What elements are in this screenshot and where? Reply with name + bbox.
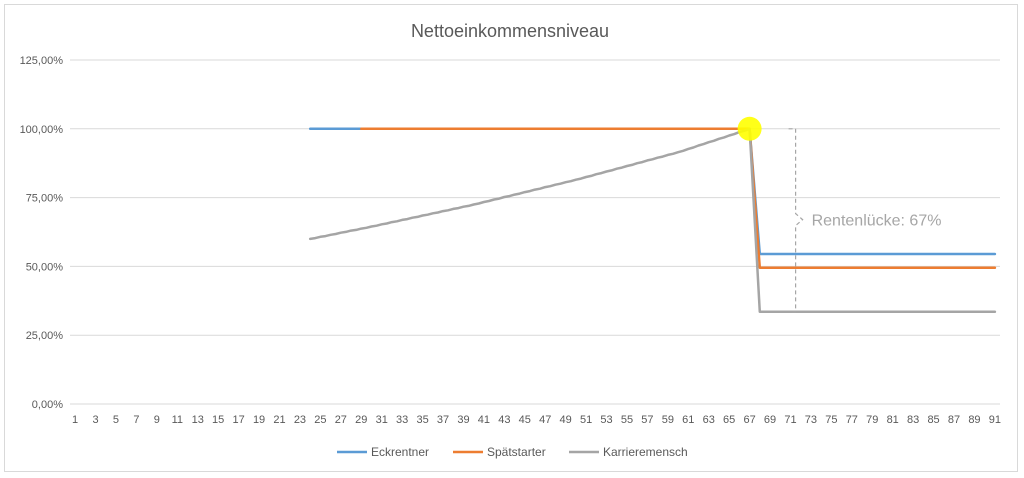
legend: Eckrentner Spätstarter Karrieremensch xyxy=(337,445,688,459)
x-tick-label: 77 xyxy=(846,414,858,426)
chart-title: Nettoeinkommensniveau xyxy=(411,21,609,41)
x-tick-label: 83 xyxy=(907,414,919,426)
x-tick-label: 91 xyxy=(989,414,1001,426)
annotations: Rentenlücke: 67% xyxy=(737,116,942,313)
legend-label: Eckrentner xyxy=(371,445,429,459)
x-tick-label: 39 xyxy=(457,414,469,426)
x-tick-label: 43 xyxy=(498,414,510,426)
y-tick-label: 25,00% xyxy=(26,330,64,342)
x-tick-label: 27 xyxy=(335,414,347,426)
x-tick-label: 33 xyxy=(396,414,408,426)
x-tick-label: 1 xyxy=(72,414,78,426)
x-tick-label: 65 xyxy=(723,414,735,426)
x-tick-label: 13 xyxy=(192,414,204,426)
x-tick-label: 9 xyxy=(154,414,160,426)
x-tick-label: 35 xyxy=(416,414,428,426)
y-tick-label: 0,00% xyxy=(32,399,63,411)
x-axis-ticks: 1 3 5 7 9 11 13 15 17 19 21 23 25 27 29 31 33 35 37 39 41 43 4… xyxy=(72,414,1001,426)
y-tick-label: 125,00% xyxy=(20,55,64,67)
x-tick-label: 23 xyxy=(294,414,306,426)
x-tick-label: 73 xyxy=(805,414,817,426)
series-line-eckrentner xyxy=(308,127,997,256)
x-tick-label: 29 xyxy=(355,414,367,426)
gridlines xyxy=(70,59,1000,405)
x-tick-label: 31 xyxy=(376,414,388,426)
x-tick-label: 63 xyxy=(703,414,715,426)
x-tick-label: 41 xyxy=(478,414,490,426)
rentenluecke-bracket xyxy=(788,128,804,313)
y-tick-label: 50,00% xyxy=(26,261,64,273)
x-tick-label: 7 xyxy=(133,414,139,426)
chart-frame xyxy=(4,4,1018,472)
x-tick-label: 59 xyxy=(662,414,674,426)
y-tick-label: 75,00% xyxy=(26,193,64,205)
highlight-marker xyxy=(737,116,762,141)
x-tick-label: 19 xyxy=(253,414,265,426)
x-tick-label: 11 xyxy=(172,414,183,426)
x-tick-label: 47 xyxy=(539,414,551,426)
x-tick-label: 37 xyxy=(437,414,449,426)
x-tick-label: 69 xyxy=(764,414,776,426)
x-tick-label: 45 xyxy=(519,414,531,426)
x-tick-label: 75 xyxy=(825,414,837,426)
legend-label: Karrieremensch xyxy=(603,445,688,459)
x-tick-label: 21 xyxy=(273,414,285,426)
x-tick-label: 67 xyxy=(743,414,755,426)
x-tick-label: 57 xyxy=(641,414,653,426)
x-tick-label: 71 xyxy=(784,414,796,426)
legend-label: Spätstarter xyxy=(487,445,546,459)
series-lines xyxy=(308,127,997,314)
x-tick-label: 55 xyxy=(621,414,633,426)
x-tick-label: 81 xyxy=(887,414,899,426)
y-tick-label: 100,00% xyxy=(20,124,64,136)
x-tick-label: 51 xyxy=(580,414,592,426)
series-line-karrieremensch xyxy=(308,127,997,314)
x-tick-label: 79 xyxy=(866,414,878,426)
x-tick-label: 53 xyxy=(600,414,612,426)
x-tick-label: 85 xyxy=(927,414,939,426)
x-tick-label: 61 xyxy=(682,414,694,426)
x-tick-label: 17 xyxy=(233,414,245,426)
x-tick-label: 87 xyxy=(948,414,960,426)
y-axis-ticks: 0,00% 25,00% 50,00% 75,00% 100,00% 125,00% xyxy=(20,55,64,411)
x-tick-label: 3 xyxy=(92,414,98,426)
x-tick-label: 5 xyxy=(113,414,119,426)
rentenluecke-label: Rentenlücke: 67% xyxy=(812,213,942,230)
x-tick-label: 89 xyxy=(968,414,980,426)
x-tick-label: 49 xyxy=(560,414,572,426)
x-tick-label: 25 xyxy=(314,414,326,426)
series-line-spätstarter xyxy=(360,127,997,270)
x-tick-label: 15 xyxy=(212,414,224,426)
